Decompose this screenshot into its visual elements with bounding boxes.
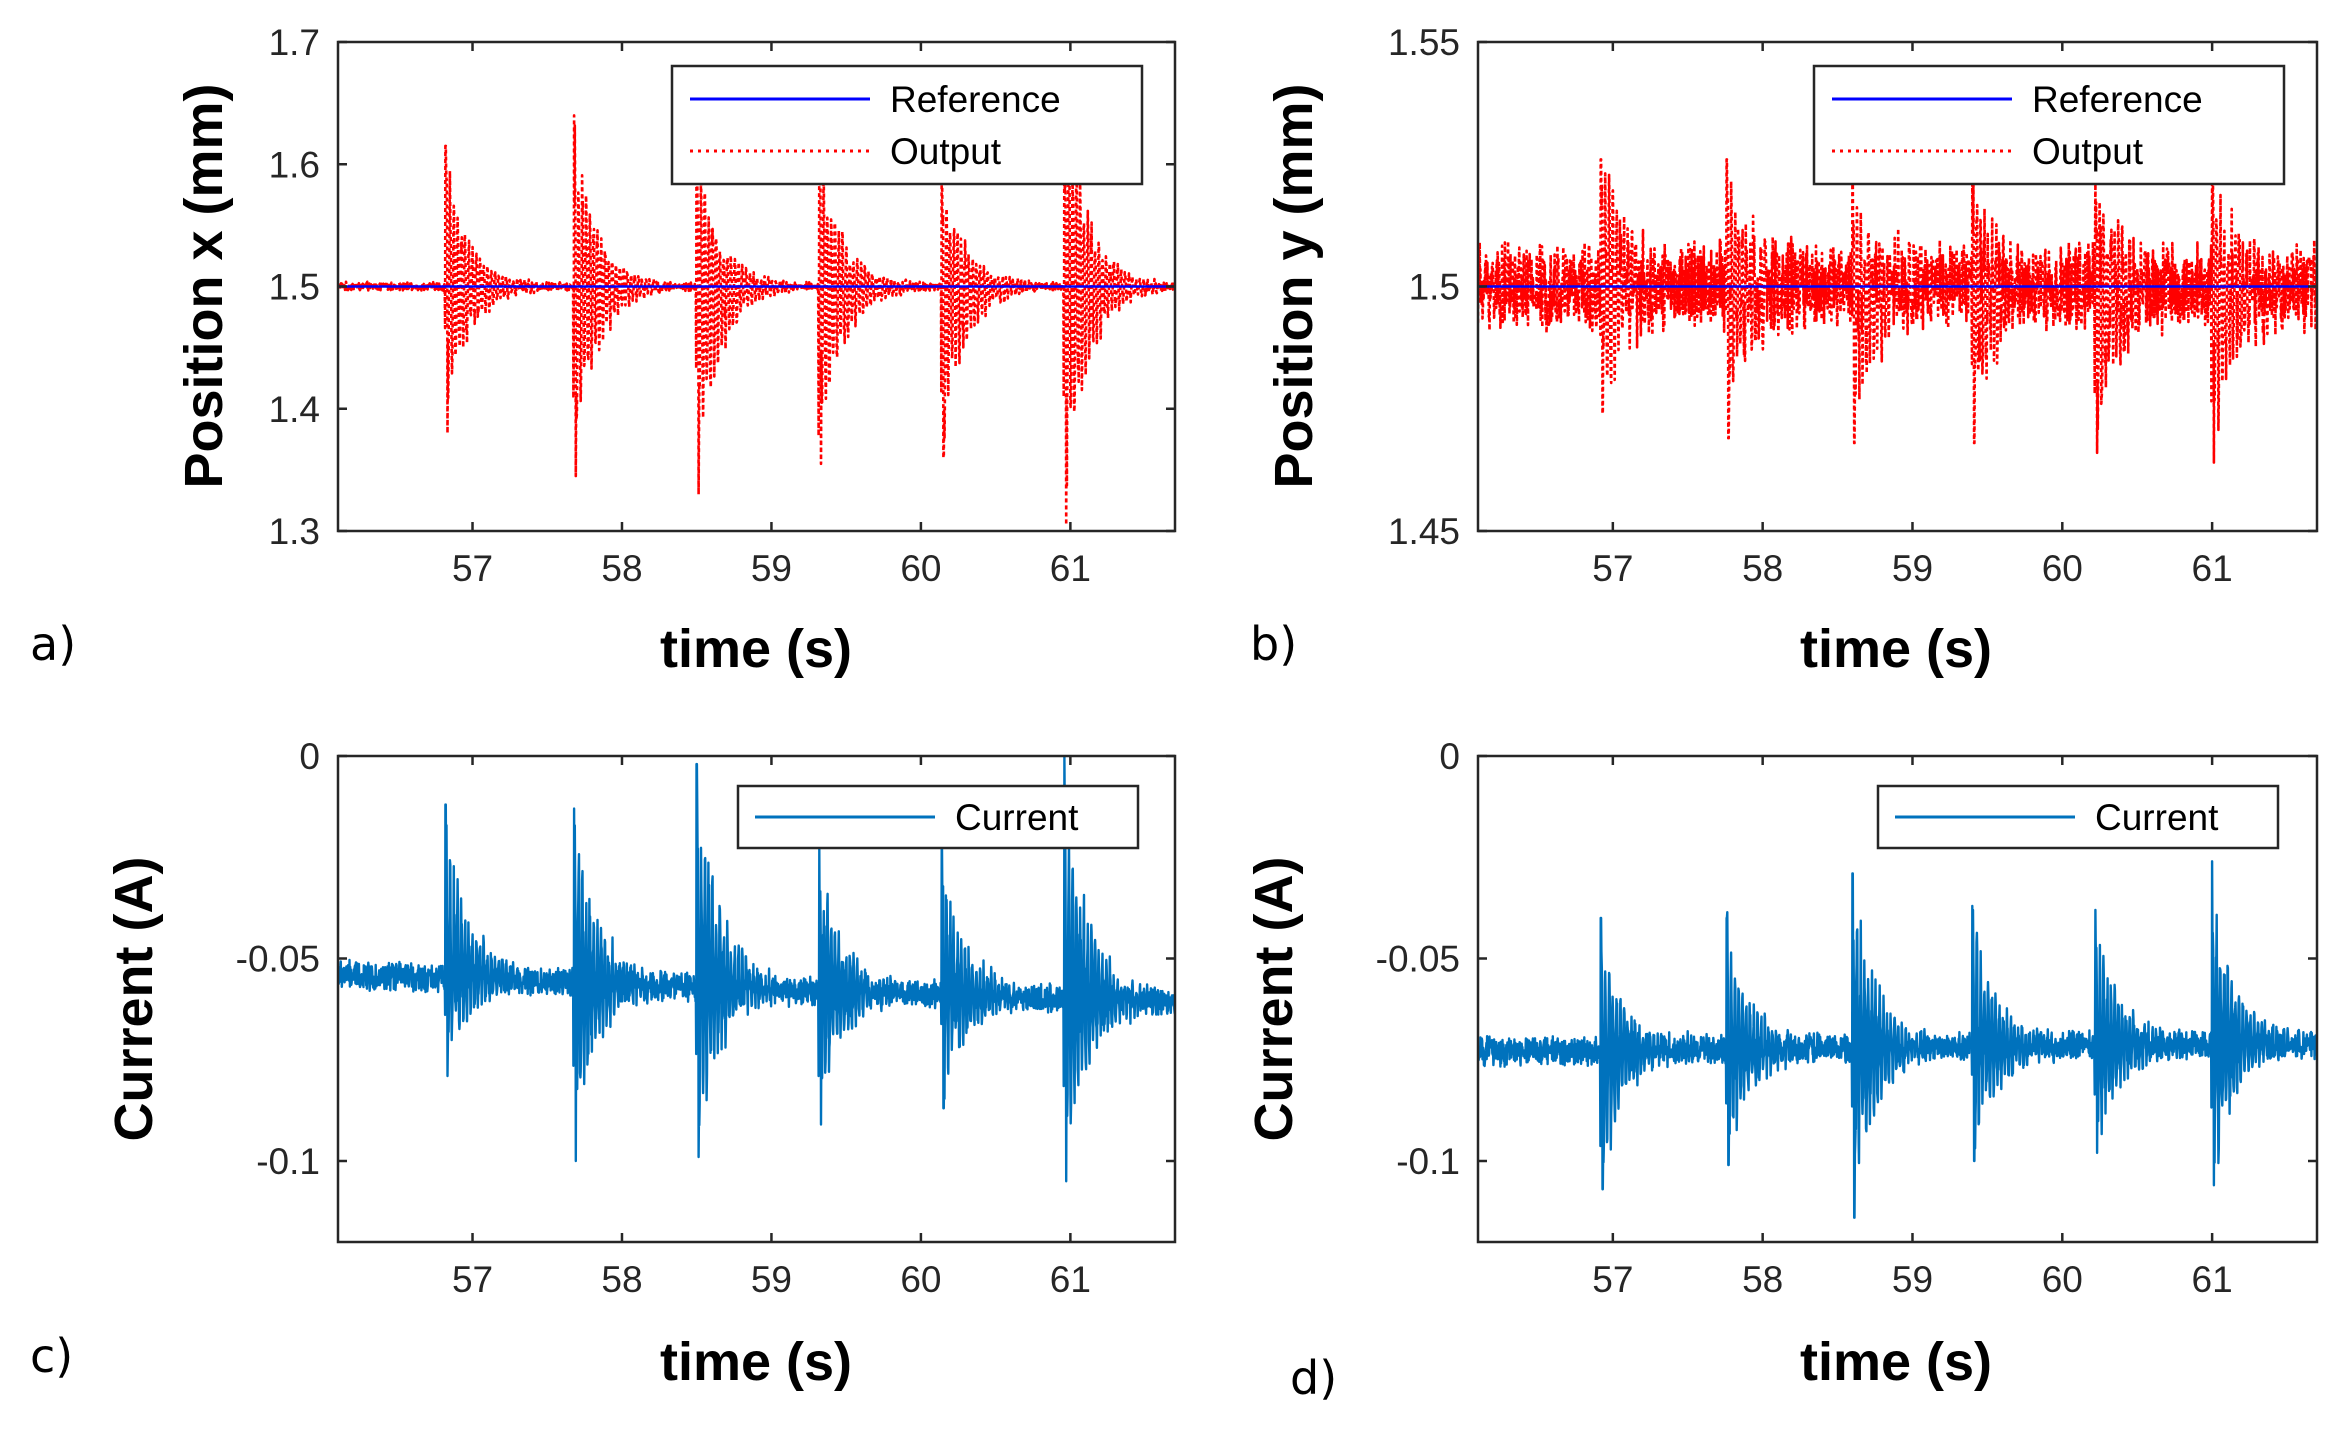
y-tick-label-c-2: 0: [299, 736, 320, 777]
legend-label-current-c: Current: [955, 797, 1079, 838]
x-tick-label-d-2: 59: [1892, 1259, 1933, 1300]
legend-label-reference-a: Reference: [890, 79, 1061, 120]
panel-label-b: b): [1250, 617, 1297, 671]
ticks-d: 57 58 59 60 61 -0.1 -0.05 0: [1376, 736, 2317, 1300]
x-axis-label-b: time (s): [1800, 619, 1992, 679]
y-tick-label-a-1: 1.4: [269, 389, 320, 430]
legend-label-output-a: Output: [890, 131, 1002, 172]
ticks-c: 57 58 59 60 61 -0.1 -0.05 0: [236, 736, 1175, 1300]
legend-d: Current: [1876, 784, 2280, 850]
y-tick-label-a-3: 1.6: [269, 144, 320, 185]
panel-b: 57 58 59 60 61 1.45 1.5 1.55 time (s) Position …: [1250, 22, 2319, 679]
panel-d: 57 58 59 60 61 -0.1 -0.05 0 time (s) Current (A…: [1244, 736, 2319, 1405]
x-tick-label-c-3: 60: [900, 1259, 941, 1300]
y-tick-label-a-4: 1.7: [269, 22, 320, 63]
x-tick-label-c-4: 61: [1050, 1259, 1091, 1300]
legend-label-output-b: Output: [2032, 131, 2144, 172]
x-tick-label-b-3: 60: [2042, 548, 2083, 589]
panel-c: 57 58 59 60 61 -0.1 -0.05 0 time (s) Current (A…: [30, 736, 1177, 1392]
plot-area-a: [338, 65, 1175, 527]
panel-label-d: d): [1290, 1351, 1337, 1405]
plot-area-c: [338, 756, 1175, 1183]
legend-a: Reference Output: [670, 64, 1144, 186]
x-tick-label-b-2: 59: [1892, 548, 1933, 589]
plot-area-b: [1478, 158, 2317, 464]
x-tick-label-a-2: 59: [751, 548, 792, 589]
panel-a: 57 58 59 60 61 1.3 1.4 1.5 1.6 1.7 time (s) Posit…: [30, 22, 1177, 679]
x-tick-label-a-3: 60: [900, 548, 941, 589]
y-tick-label-b-1: 1.5: [1409, 267, 1460, 308]
legend-box-a: [670, 64, 1144, 186]
y-tick-label-d-0: -0.1: [1396, 1141, 1460, 1182]
plot-area-d: [1478, 860, 2317, 1219]
x-axis-label-c: time (s): [660, 1332, 852, 1392]
y-axis-label-d: Current (A): [1244, 857, 1304, 1142]
x-tick-label-c-1: 58: [601, 1259, 642, 1300]
y-tick-label-b-0: 1.45: [1388, 511, 1460, 552]
axes-frame-d: [1476, 754, 2319, 1244]
legend-label-reference-b: Reference: [2032, 79, 2203, 120]
x-tick-label-d-4: 61: [2192, 1259, 2233, 1300]
y-tick-label-d-1: -0.05: [1376, 939, 1460, 980]
x-tick-label-d-1: 58: [1742, 1259, 1783, 1300]
x-tick-label-d-0: 57: [1592, 1259, 1633, 1300]
legend-c: Current: [736, 784, 1140, 850]
x-tick-label-b-4: 61: [2192, 548, 2233, 589]
y-tick-label-b-2: 1.55: [1388, 22, 1460, 63]
series-output-a: [338, 65, 1175, 527]
y-axis-label-a: Position x (mm): [174, 83, 234, 488]
y-tick-label-a-2: 1.5: [269, 267, 320, 308]
ticks-b: 57 58 59 60 61 1.45 1.5 1.55: [1388, 22, 2317, 589]
legend-label-current-d: Current: [2095, 797, 2219, 838]
x-tick-label-a-0: 57: [452, 548, 493, 589]
y-tick-label-d-2: 0: [1439, 736, 1460, 777]
x-axis-label-d: time (s): [1800, 1332, 1992, 1392]
legend-b: Reference Output: [1812, 64, 2286, 186]
x-tick-label-b-0: 57: [1592, 548, 1633, 589]
x-tick-label-a-4: 61: [1050, 548, 1091, 589]
x-tick-label-c-2: 59: [751, 1259, 792, 1300]
legend-box-d: [1876, 784, 2280, 850]
y-axis-label-b: Position y (mm): [1264, 83, 1324, 488]
x-tick-label-a-1: 58: [601, 548, 642, 589]
x-axis-label-a: time (s): [660, 619, 852, 679]
x-tick-label-b-1: 58: [1742, 548, 1783, 589]
y-axis-label-c: Current (A): [104, 857, 164, 1142]
series-output-b: [1478, 158, 2317, 464]
axes-frame-c: [336, 754, 1177, 1244]
series-current-d: [1478, 860, 2317, 1219]
ticks-a: 57 58 59 60 61 1.3 1.4 1.5 1.6 1.7: [269, 22, 1175, 589]
panel-label-c: c): [30, 1329, 73, 1383]
y-tick-label-a-0: 1.3: [269, 511, 320, 552]
legend-box-b: [1812, 64, 2286, 186]
y-tick-label-c-0: -0.1: [256, 1141, 320, 1182]
x-tick-label-c-0: 57: [452, 1259, 493, 1300]
y-tick-label-c-1: -0.05: [236, 939, 320, 980]
panel-label-a: a): [30, 617, 76, 671]
x-tick-label-d-3: 60: [2042, 1259, 2083, 1300]
series-current-c: [338, 756, 1175, 1183]
